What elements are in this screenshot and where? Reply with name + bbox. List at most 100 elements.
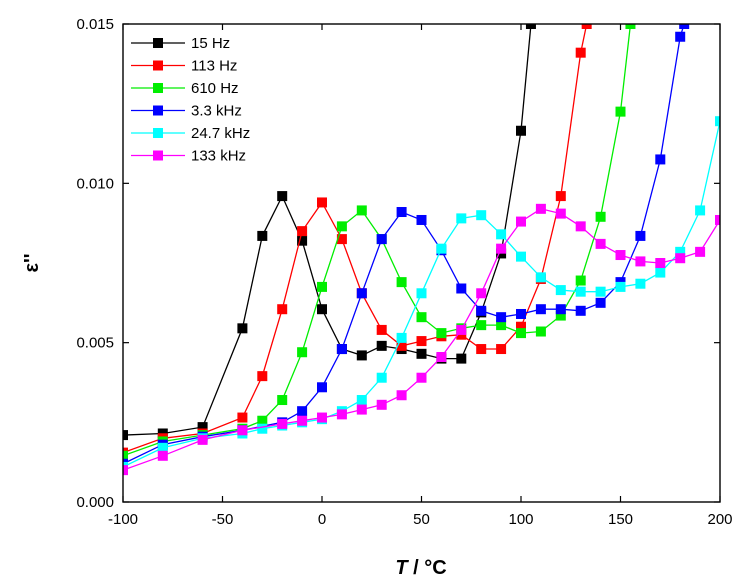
data-point [476, 344, 487, 355]
y-tick-label: 0.000 [76, 494, 114, 511]
data-point [695, 205, 706, 216]
x-tick-label: 150 [608, 511, 633, 528]
data-point [197, 434, 208, 445]
series-5 [123, 203, 720, 476]
data-point [615, 281, 626, 292]
data-point [277, 395, 288, 406]
data-point [376, 399, 387, 410]
data-point [555, 191, 566, 202]
data-point [516, 125, 526, 136]
data-point [317, 304, 327, 315]
data-point [496, 312, 507, 323]
data-point [476, 320, 487, 331]
data-point [496, 229, 507, 240]
y-tick-label: 0.015 [76, 16, 114, 33]
data-point [679, 24, 690, 29]
data-point [555, 285, 566, 296]
data-point [535, 304, 546, 315]
data-point [297, 226, 308, 237]
legend-label: 3.3 kHz [191, 103, 242, 120]
legend-marker [153, 38, 163, 48]
data-point [635, 230, 646, 241]
data-point [655, 258, 666, 268]
data-point [396, 332, 407, 343]
data-point [575, 275, 586, 286]
data-point [356, 404, 367, 415]
data-point [257, 371, 268, 382]
data-point [396, 277, 407, 288]
data-point [356, 205, 367, 216]
data-point [157, 442, 168, 453]
legend-label: 15 Hz [191, 35, 230, 52]
data-point [555, 304, 566, 315]
data-point [376, 372, 387, 383]
data-point [516, 328, 526, 339]
data-point [635, 278, 646, 289]
data-point [396, 340, 407, 351]
data-point [317, 197, 327, 208]
data-point [525, 24, 536, 29]
legend-marker [153, 83, 163, 93]
legend-entry: 133 kHz [131, 148, 246, 165]
y-tick-label: 0.005 [76, 335, 114, 352]
data-point [123, 465, 128, 476]
data-point [297, 347, 308, 358]
data-point [496, 243, 507, 254]
series-line [123, 24, 588, 454]
data-point [436, 243, 447, 254]
data-point [625, 24, 636, 29]
x-tick-label: -100 [108, 511, 138, 528]
data-point [277, 304, 288, 315]
data-point [356, 395, 367, 406]
data-point [123, 430, 128, 441]
data-point [675, 31, 686, 42]
data-point [277, 418, 288, 429]
series-line [123, 121, 720, 468]
legend-entry: 113 Hz [131, 58, 237, 75]
data-point [456, 283, 467, 294]
data-point [516, 251, 526, 262]
data-point [297, 235, 308, 246]
data-point [575, 221, 586, 232]
data-point [396, 390, 407, 401]
data-point [416, 372, 427, 383]
data-point [476, 210, 487, 221]
series-line [123, 24, 532, 436]
data-point [575, 286, 586, 297]
data-point [336, 221, 347, 232]
legend-marker [153, 128, 163, 138]
data-point [496, 344, 507, 355]
data-point [575, 47, 586, 58]
x-tick-label: 200 [707, 511, 732, 528]
data-point [237, 425, 248, 436]
data-point [416, 312, 427, 323]
data-point [376, 234, 387, 245]
data-point [416, 348, 427, 359]
x-tick-label: 50 [413, 511, 430, 528]
data-point [317, 412, 327, 423]
data-point [575, 305, 586, 316]
x-axis-title: T / °C [395, 557, 446, 579]
legend-entry: 15 Hz [131, 35, 230, 52]
data-point [715, 116, 720, 127]
data-point [456, 324, 467, 335]
data-point [336, 409, 347, 420]
data-point [197, 422, 208, 433]
legend-label: 610 Hz [191, 80, 239, 97]
data-point [595, 238, 606, 249]
data-point [237, 323, 248, 334]
data-point [416, 214, 427, 225]
data-point [257, 423, 268, 434]
data-point [695, 246, 706, 257]
data-point [655, 267, 666, 278]
data-point [416, 336, 427, 347]
data-point [555, 310, 566, 321]
data-point [595, 286, 606, 297]
data-point [297, 406, 308, 417]
data-point [416, 288, 427, 299]
legend-label: 113 Hz [191, 58, 237, 75]
x-tick-label: 100 [508, 511, 533, 528]
data-point [257, 415, 268, 426]
y-tick-label: 0.010 [76, 175, 114, 192]
data-point [157, 450, 168, 461]
